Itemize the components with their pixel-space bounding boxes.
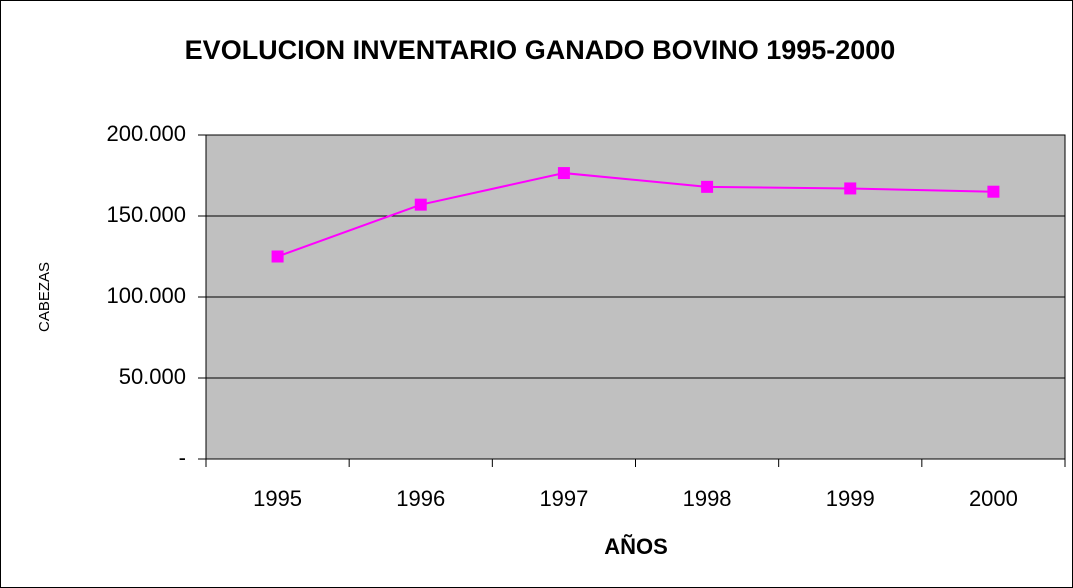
marker [557,167,570,180]
marker [987,185,1000,198]
marker [271,250,284,263]
x-tick-label: 2000 [969,486,1018,511]
x-tick-label: 1998 [683,486,732,511]
y-tick-label: 150.000 [106,202,186,227]
x-tick-label: 1999 [826,486,875,511]
y-tick-label: - [179,445,186,470]
y-tick-label: 100.000 [106,283,186,308]
marker [414,198,427,211]
y-axis-title: CABEZAS [36,262,53,332]
marker [701,180,714,193]
marker [844,182,857,195]
chart-title: EVOLUCION INVENTARIO GANADO BOVINO 1995-… [185,35,896,65]
x-axis-title: AÑOS [604,534,668,559]
x-tick-label: 1996 [396,486,445,511]
x-tick-label: 1995 [253,486,302,511]
y-tick-label: 50.000 [119,364,186,389]
x-tick-label: 1997 [539,486,588,511]
line [277,172,994,258]
y-tick-label: 200.000 [106,121,186,146]
